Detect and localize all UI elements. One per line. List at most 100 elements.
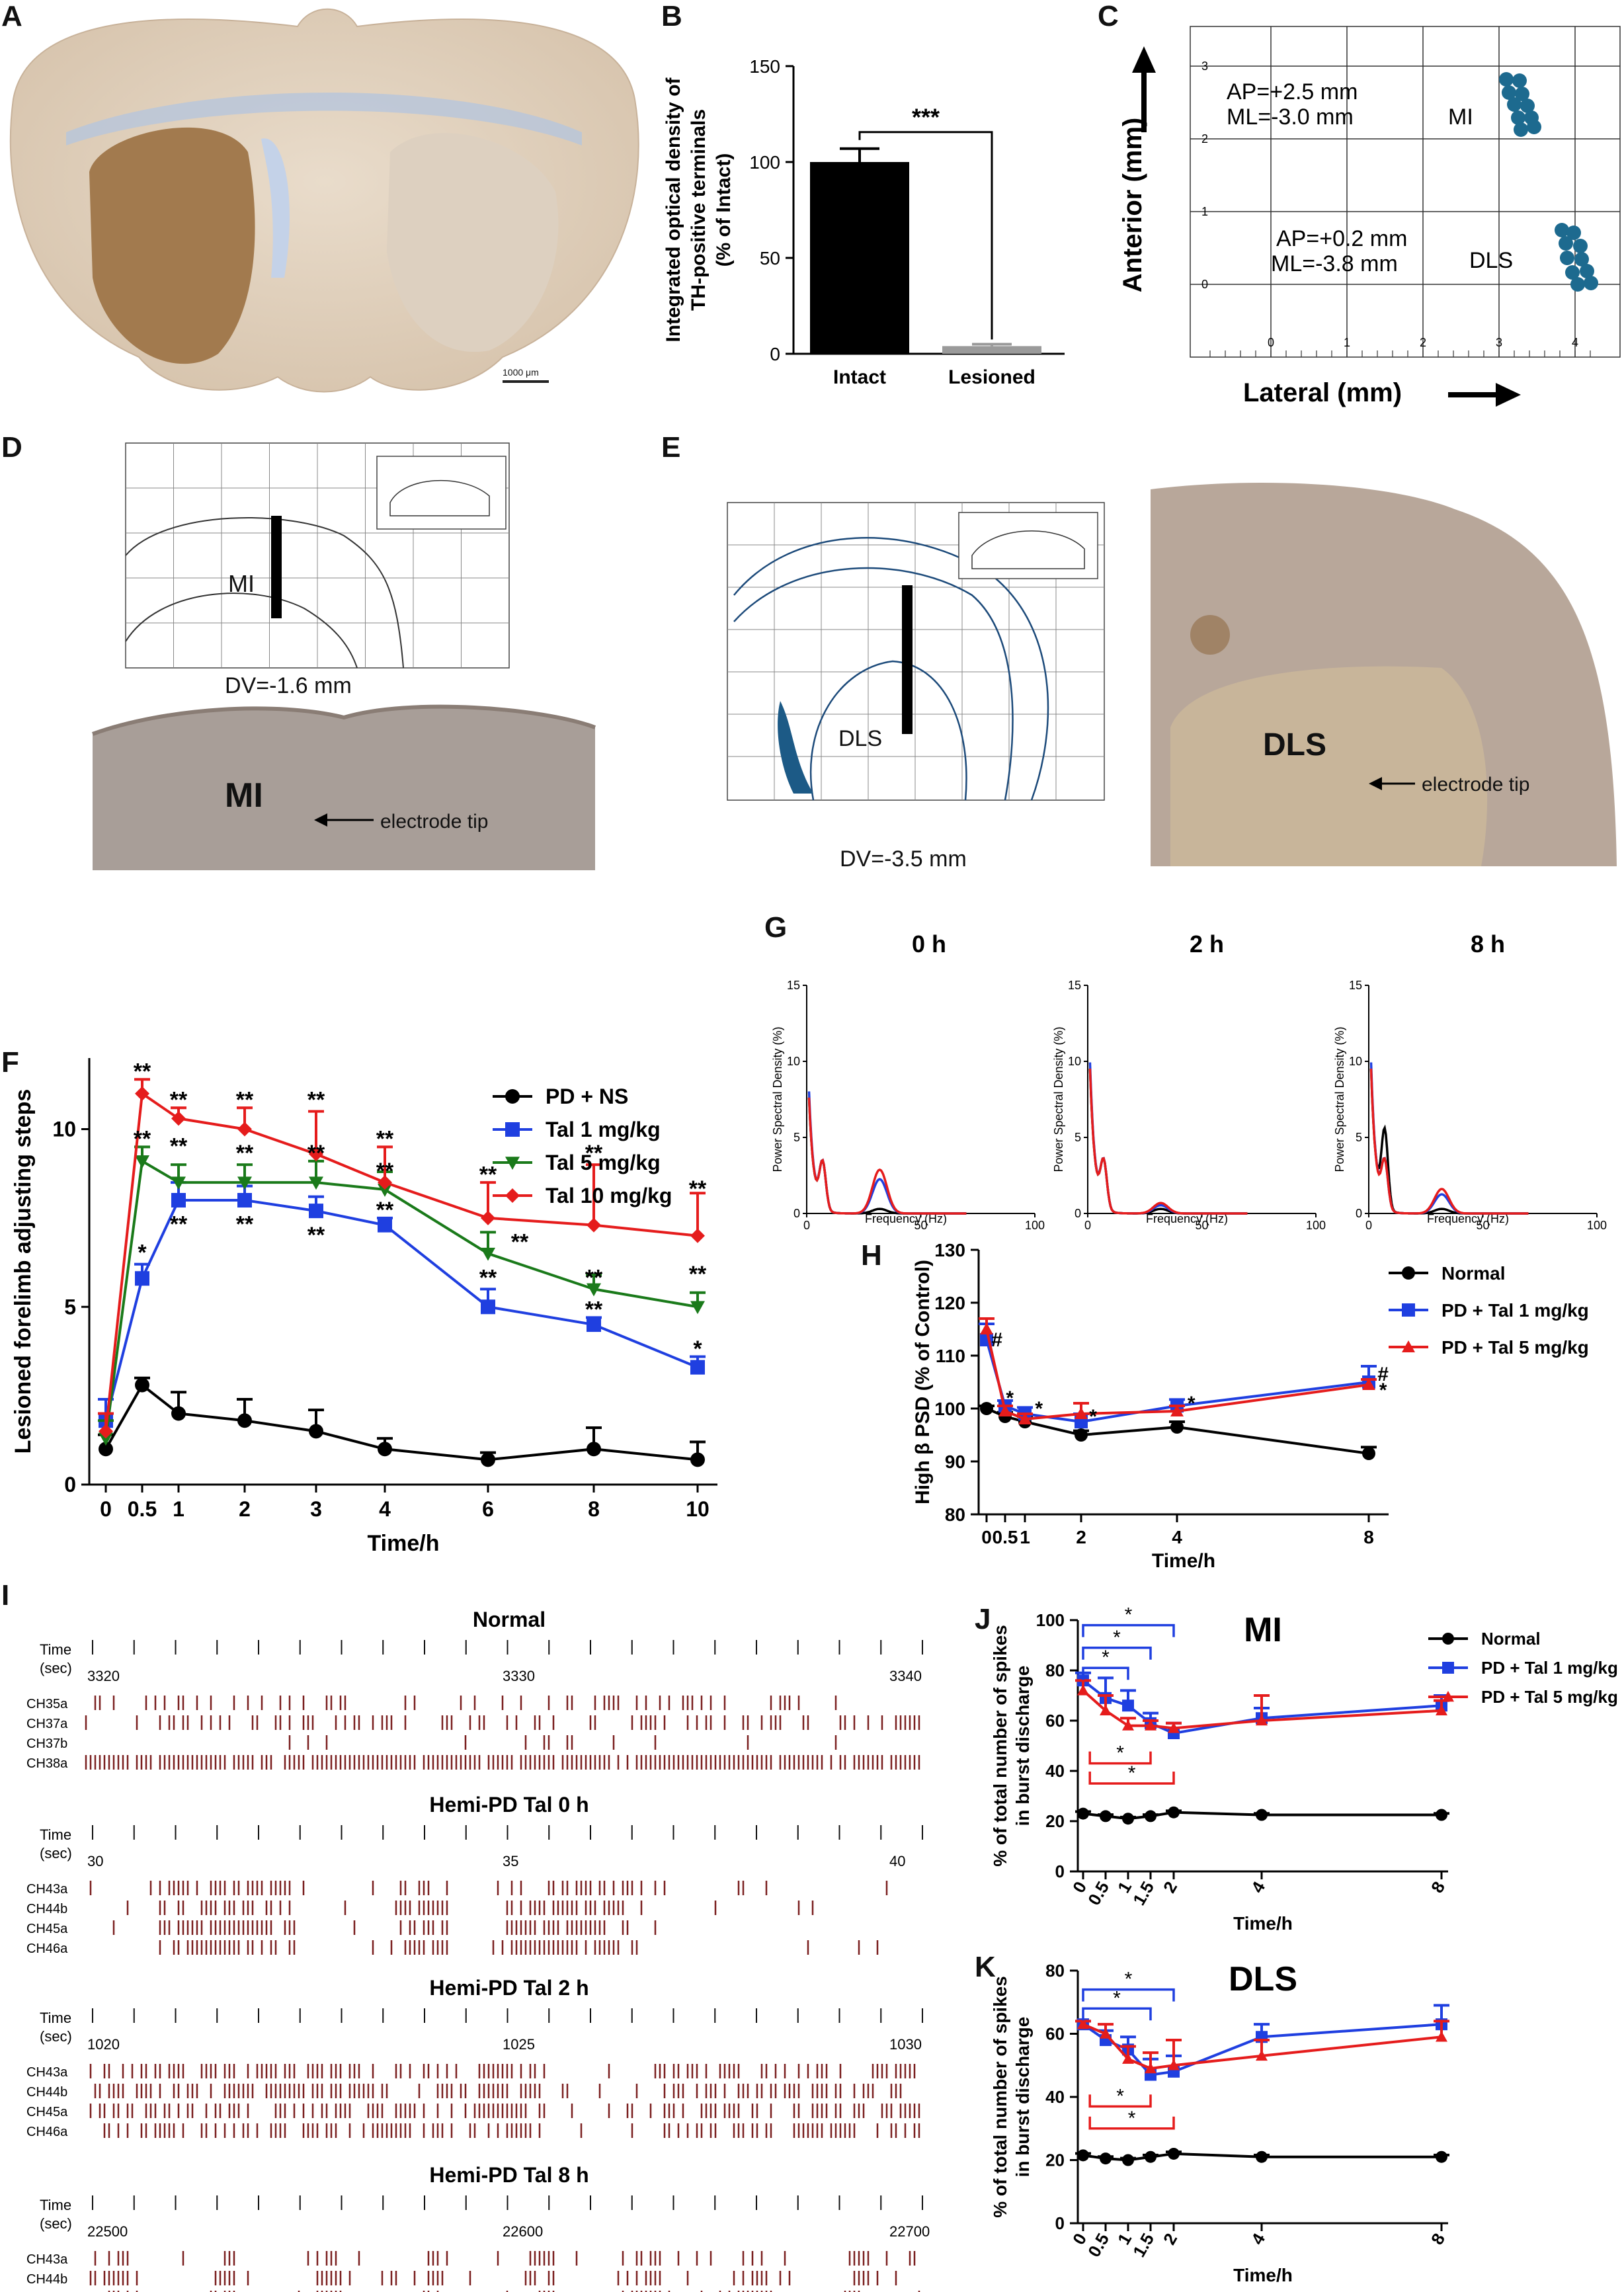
panel-d-mi-atlas-and-section: MI DV=-1.6 mm MI electrode tip bbox=[91, 442, 596, 870]
y-tick-label: 5 bbox=[1075, 1131, 1081, 1144]
x-tick-label: 2 bbox=[239, 1497, 251, 1521]
spike-train bbox=[126, 1901, 814, 1915]
spike-train bbox=[94, 1696, 837, 1710]
y-tick-label: 15 bbox=[1349, 979, 1362, 992]
raster-section-title: Hemi-PD Tal 0 h bbox=[429, 1793, 589, 1817]
significance-bracket bbox=[1088, 1751, 1152, 1765]
data-point bbox=[1256, 1715, 1268, 1726]
y-tick-label: 3 bbox=[1201, 60, 1208, 73]
dls-electrode-site bbox=[1560, 251, 1574, 265]
significance-bracket bbox=[1088, 1772, 1175, 1785]
mi-photo-label: MI bbox=[225, 776, 263, 815]
legend-entry: Normal bbox=[1441, 1263, 1505, 1284]
panel-label-a: A bbox=[1, 0, 22, 32]
y-tick-label: 0 bbox=[64, 1473, 76, 1496]
data-point bbox=[1145, 1810, 1157, 1822]
y-tick-label: 60 bbox=[1045, 1711, 1065, 1731]
raster-section-3: Hemi-PD Tal 8 h Time (sec) 22500 22600 22700 C… bbox=[26, 2163, 930, 2292]
panel-label-i: I bbox=[1, 1579, 10, 1612]
significance-bracket bbox=[1082, 1666, 1129, 1680]
x-tick-label: 2 bbox=[1159, 2230, 1181, 2248]
mi-coordinate-ap: AP=+2.5 mm bbox=[1227, 79, 1358, 104]
psd-plot-1: 2 h 0 5 10 15 0 50 100 Frequency (Hz) Power Spect… bbox=[1052, 930, 1326, 1230]
data-point bbox=[1100, 1810, 1112, 1822]
significance-label: * bbox=[1128, 2108, 1136, 2129]
x-tick-label: 3 bbox=[1496, 336, 1502, 349]
y-tick-label: 0 bbox=[1055, 2213, 1065, 2233]
y-tick-label: 10 bbox=[787, 1055, 800, 1068]
chart-title: DLS bbox=[1229, 1960, 1297, 1998]
x-tick-label: 0.5 bbox=[128, 1497, 157, 1521]
x-axis-label: Time/h bbox=[1152, 1550, 1215, 1572]
significance-label: * bbox=[1116, 1742, 1124, 1764]
data-point bbox=[1170, 1420, 1184, 1434]
data-point bbox=[1256, 2150, 1268, 2163]
data-point bbox=[690, 1452, 705, 1467]
spike-train bbox=[89, 1881, 888, 1895]
data-point bbox=[690, 1228, 705, 1243]
significance-label: * bbox=[693, 1336, 702, 1362]
psd-trace bbox=[1088, 1062, 1248, 1215]
psd-trace bbox=[1088, 1068, 1248, 1215]
y-axis-label: Power Spectral Density (%) bbox=[1052, 1026, 1065, 1172]
y-tick-label: 100 bbox=[934, 1399, 965, 1419]
x-tick-label: 4 bbox=[379, 1497, 391, 1521]
data-point bbox=[309, 1147, 323, 1162]
data-point bbox=[1145, 2150, 1157, 2163]
data-point bbox=[135, 1086, 149, 1101]
x-tick-label: Intact bbox=[833, 366, 886, 388]
channel-label: CH43a bbox=[26, 2252, 68, 2267]
corpus-callosum bbox=[66, 93, 582, 145]
data-point bbox=[237, 1176, 252, 1190]
y-tick-label: 0 bbox=[1055, 1862, 1065, 1881]
channel-label: CH44b bbox=[26, 2085, 67, 2100]
time-end-label: 40 bbox=[889, 1853, 905, 1869]
legend-entry: PD + Tal 5 mg/kg bbox=[1441, 1337, 1589, 1358]
significance-label: ** bbox=[134, 1059, 151, 1085]
time-end-label: 1030 bbox=[889, 2036, 922, 2053]
data-point bbox=[1077, 2149, 1089, 2162]
y-tick-label: 130 bbox=[934, 1243, 965, 1260]
data-point bbox=[1075, 1407, 1088, 1419]
y-tick-label: 110 bbox=[936, 1346, 965, 1366]
x-tick-label: 0.5 bbox=[1084, 2230, 1113, 2260]
dls-electrode-site bbox=[1555, 223, 1569, 237]
legend-entry: Tal 5 mg/kg bbox=[546, 1151, 661, 1174]
y-axis-label-line: % of total number of spikes bbox=[990, 1976, 1010, 2218]
data-point bbox=[1122, 2053, 1134, 2064]
data-point bbox=[1077, 1684, 1089, 1696]
dls-coordinate-ml: ML=-3.8 mm bbox=[1271, 251, 1398, 276]
sec-label: (sec) bbox=[40, 1845, 72, 1862]
significance-label: * bbox=[1006, 1387, 1014, 1409]
dls-electrode-site bbox=[1559, 236, 1573, 251]
channel-label: CH37a bbox=[26, 1717, 68, 1731]
series-line bbox=[104, 1199, 698, 1421]
psd-plot-2: 8 h 0 5 10 15 0 50 100 Frequency (Hz) Power Spect… bbox=[1333, 930, 1607, 1230]
psd-plot-title: 8 h bbox=[1471, 930, 1505, 958]
significance-label: ** bbox=[236, 1141, 254, 1166]
series-pd-tal-5-mg-kg bbox=[979, 1317, 1377, 1424]
series-line bbox=[104, 1091, 698, 1432]
atlas-region-label-d: MI bbox=[228, 570, 255, 597]
y-tick-label: 10 bbox=[1349, 1055, 1362, 1068]
x-tick-label: 50 bbox=[1476, 1219, 1489, 1230]
psd-trace bbox=[1369, 1068, 1529, 1215]
significance-label: ** bbox=[585, 1141, 603, 1166]
y-axis-label: Power Spectral Density (%) bbox=[771, 1026, 784, 1172]
significance-label: ** bbox=[307, 1223, 325, 1248]
data-point bbox=[1122, 1813, 1134, 1825]
x-axis-label: Frequency (Hz) bbox=[865, 1212, 947, 1225]
bar-lesioned bbox=[942, 346, 1041, 354]
x-tick-label: 4 bbox=[1572, 336, 1578, 349]
significance-label: * bbox=[1188, 1393, 1196, 1414]
mi-electrode-site bbox=[1499, 72, 1514, 87]
x-tick-label: 50 bbox=[1195, 1219, 1208, 1230]
data-point bbox=[980, 1402, 993, 1415]
spike-train bbox=[89, 2271, 897, 2285]
data-point bbox=[171, 1176, 186, 1190]
data-point bbox=[1077, 2018, 1089, 2029]
y-tick-label: 90 bbox=[945, 1452, 965, 1472]
data-point bbox=[135, 1271, 149, 1286]
significance-label: ** bbox=[236, 1212, 254, 1237]
